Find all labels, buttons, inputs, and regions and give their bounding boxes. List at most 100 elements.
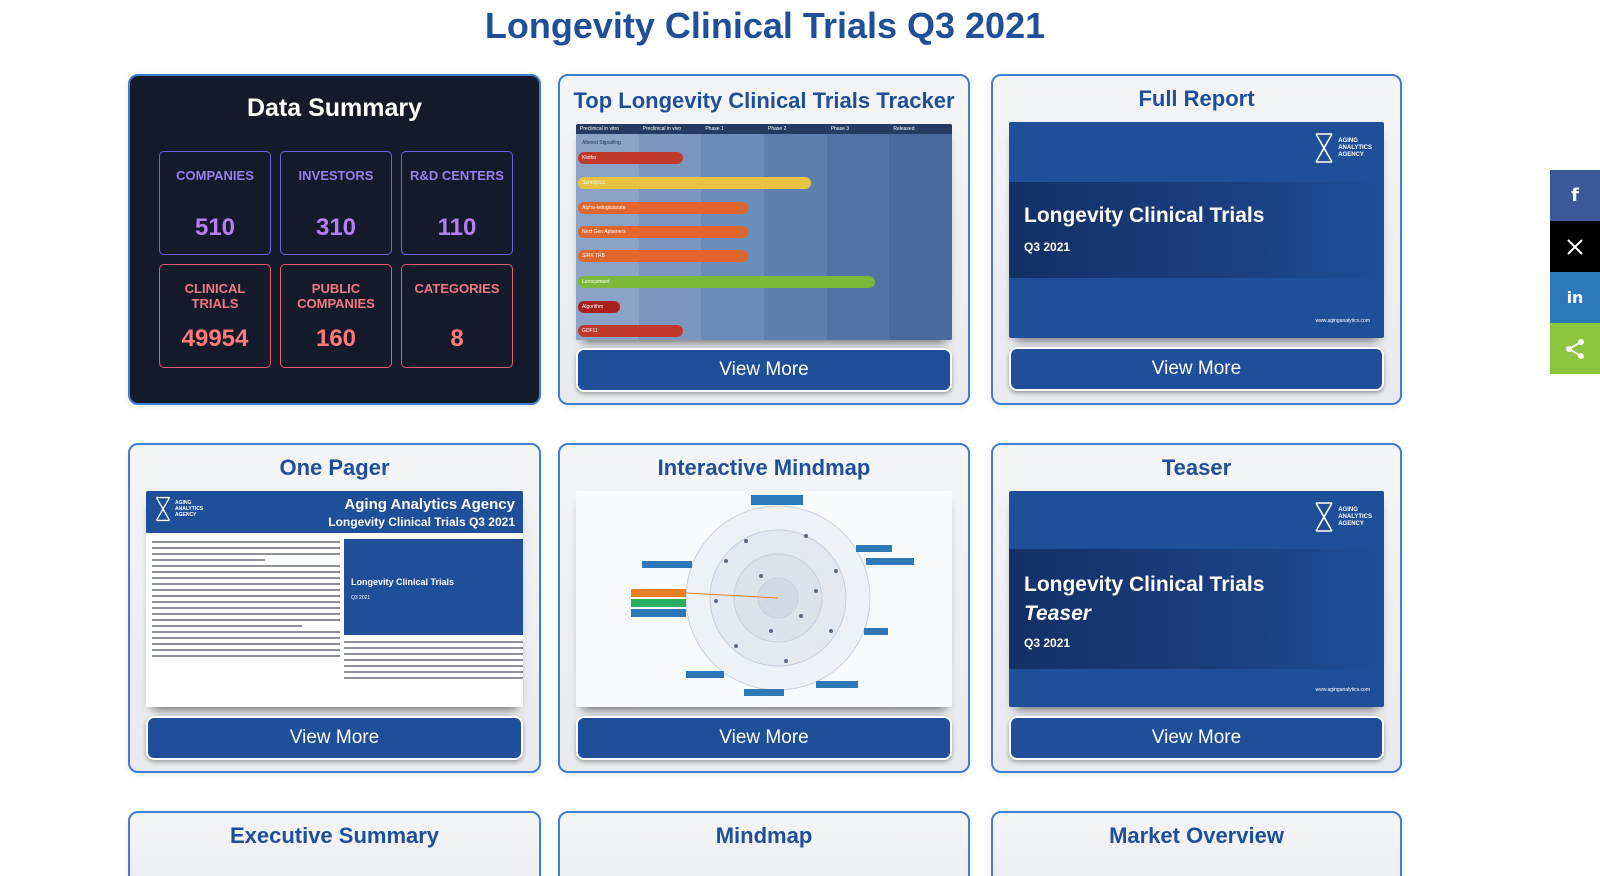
tracker-bar: Next Gen Aptamers bbox=[578, 226, 748, 238]
tracker-col: Released bbox=[893, 126, 915, 132]
stat-label: R&D CENTERS bbox=[410, 168, 504, 183]
stat-grid: COMPANIES 510 INVESTORS 310 R&D CENTERS … bbox=[159, 151, 513, 368]
one-pager-card: One Pager AGING ANALYTICS AGENCY Aging Ana… bbox=[128, 443, 541, 773]
data-summary-card: Data Summary COMPANIES 510 INVESTORS 310… bbox=[128, 74, 541, 405]
stat-investors: INVESTORS 310 bbox=[280, 151, 392, 255]
facebook-share-button[interactable]: f bbox=[1550, 170, 1600, 221]
view-more-button[interactable]: View More bbox=[1009, 347, 1384, 391]
tracker-bar: SIRK TRB bbox=[578, 250, 748, 262]
stat-clinical-trials: CLINICAL TRIALS 49954 bbox=[159, 264, 271, 368]
interactive-mindmap-title: Interactive Mindmap bbox=[657, 455, 871, 480]
market-overview-title: Market Overview bbox=[1109, 823, 1284, 848]
one-pager-title: One Pager bbox=[279, 455, 390, 480]
x-icon bbox=[1567, 238, 1583, 255]
report-teaser-label: Teaser bbox=[1024, 602, 1091, 625]
share-icon bbox=[1566, 338, 1584, 359]
tracker-col: Preclinical in vitro bbox=[580, 126, 619, 132]
one-pager-text-left bbox=[152, 541, 340, 661]
mindmap-thumbnail[interactable] bbox=[576, 491, 952, 707]
tracker-title: Top Longevity Clinical Trials Tracker bbox=[573, 88, 955, 113]
linkedin-share-button[interactable]: in bbox=[1550, 272, 1600, 323]
stat-value: 49954 bbox=[181, 325, 249, 352]
full-report-thumbnail[interactable]: AGING ANALYTICS AGENCY Longevity Clinical … bbox=[1009, 122, 1384, 338]
tracker-thumbnail[interactable]: Preclinical in vitro Preclinical in vivo… bbox=[576, 124, 952, 340]
stat-label: CLINICAL TRIALS bbox=[184, 281, 246, 311]
teaser-title: Teaser bbox=[1161, 455, 1232, 480]
one-pager-header-subtitle: Longevity Clinical Trials Q3 2021 bbox=[328, 515, 515, 529]
logo-text: AGING ANALYTICS AGENCY bbox=[1338, 137, 1372, 158]
agency-logo: AGING ANALYTICS AGENCY bbox=[1313, 132, 1372, 164]
x-share-button[interactable] bbox=[1550, 221, 1600, 272]
mindmap-title: Mindmap bbox=[715, 823, 813, 848]
one-pager-header-title: Aging Analytics Agency bbox=[344, 496, 515, 513]
tracker-alt-label: Altered Signalling bbox=[582, 140, 621, 146]
dna-logo-icon bbox=[1315, 133, 1333, 163]
share-button[interactable] bbox=[1550, 323, 1600, 374]
mindmap-card: Mindmap bbox=[558, 811, 970, 876]
facebook-icon: f bbox=[1571, 185, 1579, 206]
stat-public-companies: PUBLIC COMPANIES 160 bbox=[280, 264, 392, 368]
stat-value: 8 bbox=[450, 325, 464, 352]
inner-subtitle: Q3 2021 bbox=[351, 595, 371, 601]
report-url: www.aginganalytics.com bbox=[1315, 687, 1370, 693]
executive-summary-card: Executive Summary bbox=[128, 811, 541, 876]
report-subtitle: Q3 2021 bbox=[1024, 240, 1071, 254]
tracker-col: Phase 1 bbox=[705, 126, 724, 132]
tracker-col: Phase 3 bbox=[830, 126, 850, 132]
linkedin-icon: in bbox=[1566, 288, 1584, 307]
view-more-button[interactable]: View More bbox=[1009, 716, 1384, 760]
tracker-bar: Senolytics bbox=[578, 177, 811, 189]
one-pager-text-right bbox=[344, 641, 523, 683]
agency-logo: AGING ANALYTICS AGENCY bbox=[154, 495, 203, 523]
one-pager-header: AGING ANALYTICS AGENCY Aging Analytics Age… bbox=[146, 491, 523, 533]
tracker-bar: Lenocement bbox=[578, 276, 875, 288]
one-pager-inner-cover: Longevity Clinical Trials Q3 2021 bbox=[344, 539, 523, 635]
tracker-header: Preclinical in vitro Preclinical in vivo… bbox=[576, 124, 952, 134]
stat-value: 510 bbox=[194, 214, 236, 241]
interactive-mindmap-card: Interactive Mindmap bbox=[558, 443, 970, 773]
tracker-col: Phase 2 bbox=[768, 126, 787, 132]
stat-rd-centers: R&D CENTERS 110 bbox=[401, 151, 513, 255]
stat-label: COMPANIES bbox=[176, 168, 254, 183]
page-title: Longevity Clinical Trials Q3 2021 bbox=[484, 5, 1046, 46]
dna-logo-icon bbox=[155, 496, 171, 522]
stat-label: PUBLIC COMPANIES bbox=[297, 281, 375, 311]
view-more-button[interactable]: View More bbox=[146, 716, 523, 760]
stat-categories: CATEGORIES 8 bbox=[401, 264, 513, 368]
stat-value: 110 bbox=[437, 214, 477, 241]
logo-text: AGING ANALYTICS AGENCY bbox=[1338, 506, 1372, 527]
full-report-title: Full Report bbox=[1138, 86, 1255, 111]
report-subtitle: Q3 2021 bbox=[1024, 636, 1071, 650]
tracker-columns bbox=[576, 124, 952, 340]
report-band bbox=[1009, 549, 1384, 669]
report-title: Longevity Clinical Trials bbox=[1024, 573, 1265, 596]
tracker-bar: Klotho bbox=[578, 152, 683, 164]
tracker-col: Preclinical in vivo bbox=[642, 126, 682, 132]
tracker-bar: GDF11 bbox=[578, 325, 683, 337]
logo-text: AGING ANALYTICS AGENCY bbox=[175, 500, 204, 518]
mindmap-graphic bbox=[631, 495, 914, 696]
view-more-button[interactable]: View More bbox=[576, 348, 952, 392]
teaser-card: Teaser AGING ANALYTICS AGENCY Longevity Cl… bbox=[991, 443, 1402, 773]
stat-label: CATEGORIES bbox=[414, 281, 500, 296]
executive-summary-title: Executive Summary bbox=[229, 823, 440, 848]
full-report-card: Full Report AGING ANALYTICS AGENCY Longevi… bbox=[991, 74, 1402, 405]
inner-title: Longevity Clinical Trials bbox=[351, 577, 455, 587]
report-band bbox=[1009, 182, 1384, 278]
stat-value: 160 bbox=[315, 325, 357, 352]
dna-logo-icon bbox=[1315, 502, 1333, 532]
view-more-button[interactable]: View More bbox=[576, 716, 952, 760]
social-share-bar: f in bbox=[1550, 170, 1600, 374]
teaser-thumbnail[interactable]: AGING ANALYTICS AGENCY Longevity Clinical … bbox=[1009, 491, 1384, 707]
report-title: Longevity Clinical Trials bbox=[1024, 204, 1265, 227]
tracker-bar: Alpha-ketoglutarate bbox=[578, 202, 748, 214]
agency-logo: AGING ANALYTICS AGENCY bbox=[1313, 501, 1372, 533]
stat-label: INVESTORS bbox=[298, 168, 374, 183]
tracker-card: Top Longevity Clinical Trials Tracker Pr… bbox=[558, 74, 970, 405]
market-overview-card: Market Overview bbox=[991, 811, 1402, 876]
tracker-bar: Algorithm bbox=[578, 301, 620, 313]
one-pager-thumbnail[interactable]: AGING ANALYTICS AGENCY Aging Analytics Age… bbox=[146, 491, 523, 707]
stat-value: 310 bbox=[315, 214, 357, 241]
data-summary-title: Data Summary bbox=[246, 94, 423, 122]
